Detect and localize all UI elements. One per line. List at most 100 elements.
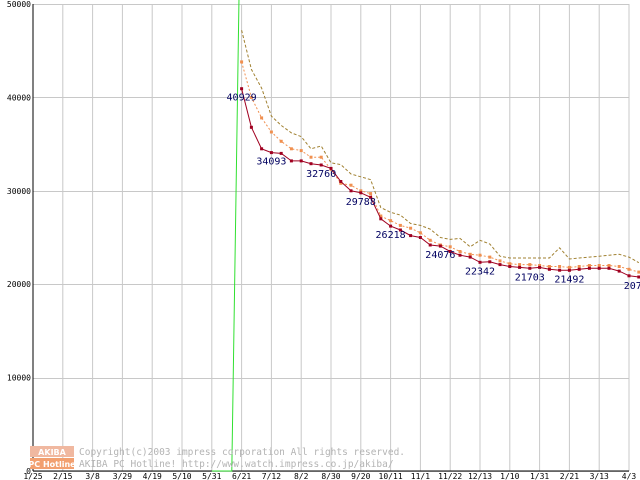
data-point-price_avg [319, 155, 323, 159]
series-lines [211, 0, 640, 472]
x-tick-label: 12/13 [468, 472, 492, 480]
data-point-price_min [558, 268, 562, 272]
data-point-price_min [389, 224, 393, 228]
data-point-price_avg [249, 95, 253, 99]
data-point-price_avg [349, 183, 353, 187]
data-point-price_min [359, 191, 363, 195]
data-point-price_avg [508, 262, 512, 266]
data-point-price_avg [518, 263, 522, 267]
data-label-price_min: 24076 [425, 250, 455, 261]
akiba-logo: AKIBA PC Hotline [28, 446, 76, 469]
x-tick-label: 11/22 [438, 472, 462, 480]
x-tick-label: 5/31 [202, 472, 221, 480]
data-label-price_min: 20769 [624, 281, 640, 292]
data-point-price_avg [587, 264, 591, 267]
logo-bottom-text: PC Hotline [28, 460, 76, 469]
data-point-price_avg [409, 226, 413, 230]
data-point-price_avg [478, 253, 482, 257]
data-point-price_min [249, 125, 253, 129]
data-point-price_min [319, 163, 323, 167]
x-tick-label: 9/20 [351, 472, 370, 480]
logo-top-text: AKIBA [38, 448, 66, 457]
series-line-shop_count [211, 0, 240, 472]
data-point-price_min [369, 195, 373, 199]
data-point-price_min [269, 151, 273, 155]
data-point-price_min [498, 263, 502, 267]
data-point-price_min [567, 268, 571, 272]
data-point-price_avg [309, 155, 313, 159]
data-point-price_min [329, 166, 333, 170]
data-point-price_avg [389, 219, 393, 223]
data-point-price_min [538, 265, 542, 269]
data-point-price_min [478, 260, 482, 264]
data-point-price_avg [617, 265, 621, 268]
x-tick-label: 1/31 [530, 472, 549, 480]
data-point-price_avg [289, 147, 293, 151]
site-url-text: AKIBA PC Hotline! http://www.watch.impre… [79, 459, 394, 470]
data-point-price_min [458, 253, 462, 257]
data-point-price_min [508, 265, 512, 268]
data-point-price_avg [418, 231, 422, 235]
data-point-price_min [607, 266, 611, 270]
data-point-price_avg [637, 270, 640, 274]
x-tick-label: 4/3 [622, 472, 637, 480]
x-tick-label: 6/21 [232, 472, 251, 480]
data-point-price_avg [597, 264, 601, 267]
data-point-price_min [528, 266, 532, 270]
data-point-price_min [339, 180, 343, 183]
data-point-price_min [428, 243, 432, 247]
x-tick-label: 3/29 [113, 472, 132, 480]
data-point-price_avg [488, 255, 492, 259]
x-tick-label: 11/1 [411, 472, 430, 480]
data-point-price_min [488, 260, 492, 264]
data-point-price_min [299, 159, 303, 163]
x-tick-label: 2/15 [53, 472, 72, 480]
x-tick-label: 3/8 [85, 472, 100, 480]
data-point-price_min [597, 266, 601, 270]
data-label-price_min: 40929 [227, 93, 257, 104]
data-point-price_avg [448, 245, 452, 249]
data-point-price_min [309, 162, 313, 166]
data-point-price_avg [279, 139, 283, 143]
data-point-price_min [627, 274, 631, 278]
data-point-price_avg [607, 264, 611, 267]
x-tick-label: 8/2 [294, 472, 309, 480]
x-tick-label: 2/21 [560, 472, 579, 480]
data-point-price_min [418, 236, 422, 239]
data-point-price_min [289, 159, 293, 163]
data-point-price_avg [577, 265, 581, 268]
data-point-price_avg [547, 265, 551, 268]
copyright-text: Copyright(c)2003 impress corporation All… [79, 447, 405, 458]
data-point-price_avg [428, 238, 432, 242]
y-tick-label: 40000 [7, 93, 31, 102]
data-point-price_avg [468, 252, 472, 256]
y-tick-label: 0 [26, 467, 31, 476]
data-label-price_min: 21703 [515, 272, 545, 283]
data-point-price_min [637, 275, 640, 279]
data-point-price_avg [240, 60, 244, 64]
data-point-price_min [547, 267, 551, 271]
data-point-price_min [398, 228, 402, 232]
data-point-price_min [468, 255, 472, 259]
data-point-price_avg [538, 264, 542, 267]
data-label-price_min: 21492 [554, 274, 584, 285]
x-tick-label: 8/30 [321, 472, 340, 480]
data-point-price_avg [379, 214, 383, 218]
data-point-price_min [279, 151, 283, 155]
data-labels: 40929 34093 32760 29788 26218 24076 22342 21703… [227, 93, 640, 292]
data-label-price_min: 22342 [465, 266, 495, 277]
data-point-price_min [260, 147, 264, 151]
x-axis-tick-labels: 1/25 2/15 3/8 3/29 4/19 5/10 5/31 6/21 7/12 8/2 8/… [23, 472, 636, 480]
data-label-price_min: 32760 [306, 169, 336, 180]
data-point-price_min [240, 87, 244, 91]
data-point-price_avg [369, 192, 373, 196]
data-point-price_min [349, 189, 353, 193]
data-point-price_avg [299, 149, 303, 153]
logo-bottom-block [30, 458, 74, 469]
credits: AKIBA PC Hotline Copyright(c)2003 impres… [28, 446, 405, 470]
x-tick-label: 10/11 [379, 472, 403, 480]
data-point-price_avg [528, 263, 532, 267]
y-axis-tick-labels: 0 10000 20000 30000 40000 50000 [7, 0, 31, 476]
data-point-price_avg [398, 223, 402, 227]
